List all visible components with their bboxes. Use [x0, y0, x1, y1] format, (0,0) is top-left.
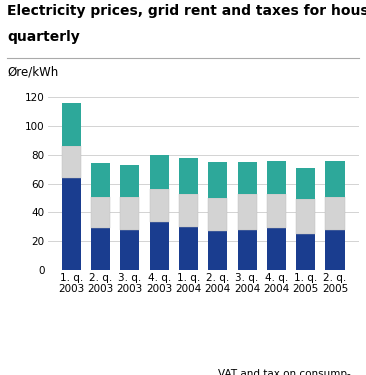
- Bar: [120, 165, 139, 196]
- Bar: [150, 155, 169, 189]
- Bar: [179, 158, 198, 194]
- Bar: [208, 198, 227, 231]
- Bar: [296, 168, 315, 200]
- Bar: [296, 200, 315, 234]
- Bar: [296, 234, 315, 270]
- Legend: Electricity, Grid rent, VAT and tax on consump-
tion of electricity: Electricity, Grid rent, VAT and tax on c…: [55, 369, 351, 375]
- Bar: [91, 228, 110, 270]
- Bar: [179, 194, 198, 227]
- Bar: [238, 162, 257, 194]
- Text: Øre/kWh: Øre/kWh: [7, 66, 59, 79]
- Bar: [325, 196, 344, 230]
- Bar: [208, 162, 227, 198]
- Bar: [62, 178, 81, 270]
- Bar: [325, 160, 344, 196]
- Bar: [62, 146, 81, 178]
- Bar: [238, 194, 257, 230]
- Bar: [150, 222, 169, 270]
- Bar: [91, 164, 110, 196]
- Bar: [238, 230, 257, 270]
- Bar: [150, 189, 169, 222]
- Bar: [179, 227, 198, 270]
- Bar: [267, 160, 286, 194]
- Text: quarterly: quarterly: [7, 30, 80, 44]
- Bar: [208, 231, 227, 270]
- Bar: [62, 103, 81, 146]
- Bar: [120, 196, 139, 230]
- Text: Electricity prices, grid rent and taxes for households,: Electricity prices, grid rent and taxes …: [7, 4, 366, 18]
- Bar: [91, 196, 110, 228]
- Bar: [325, 230, 344, 270]
- Bar: [267, 228, 286, 270]
- Bar: [267, 194, 286, 228]
- Bar: [120, 230, 139, 270]
